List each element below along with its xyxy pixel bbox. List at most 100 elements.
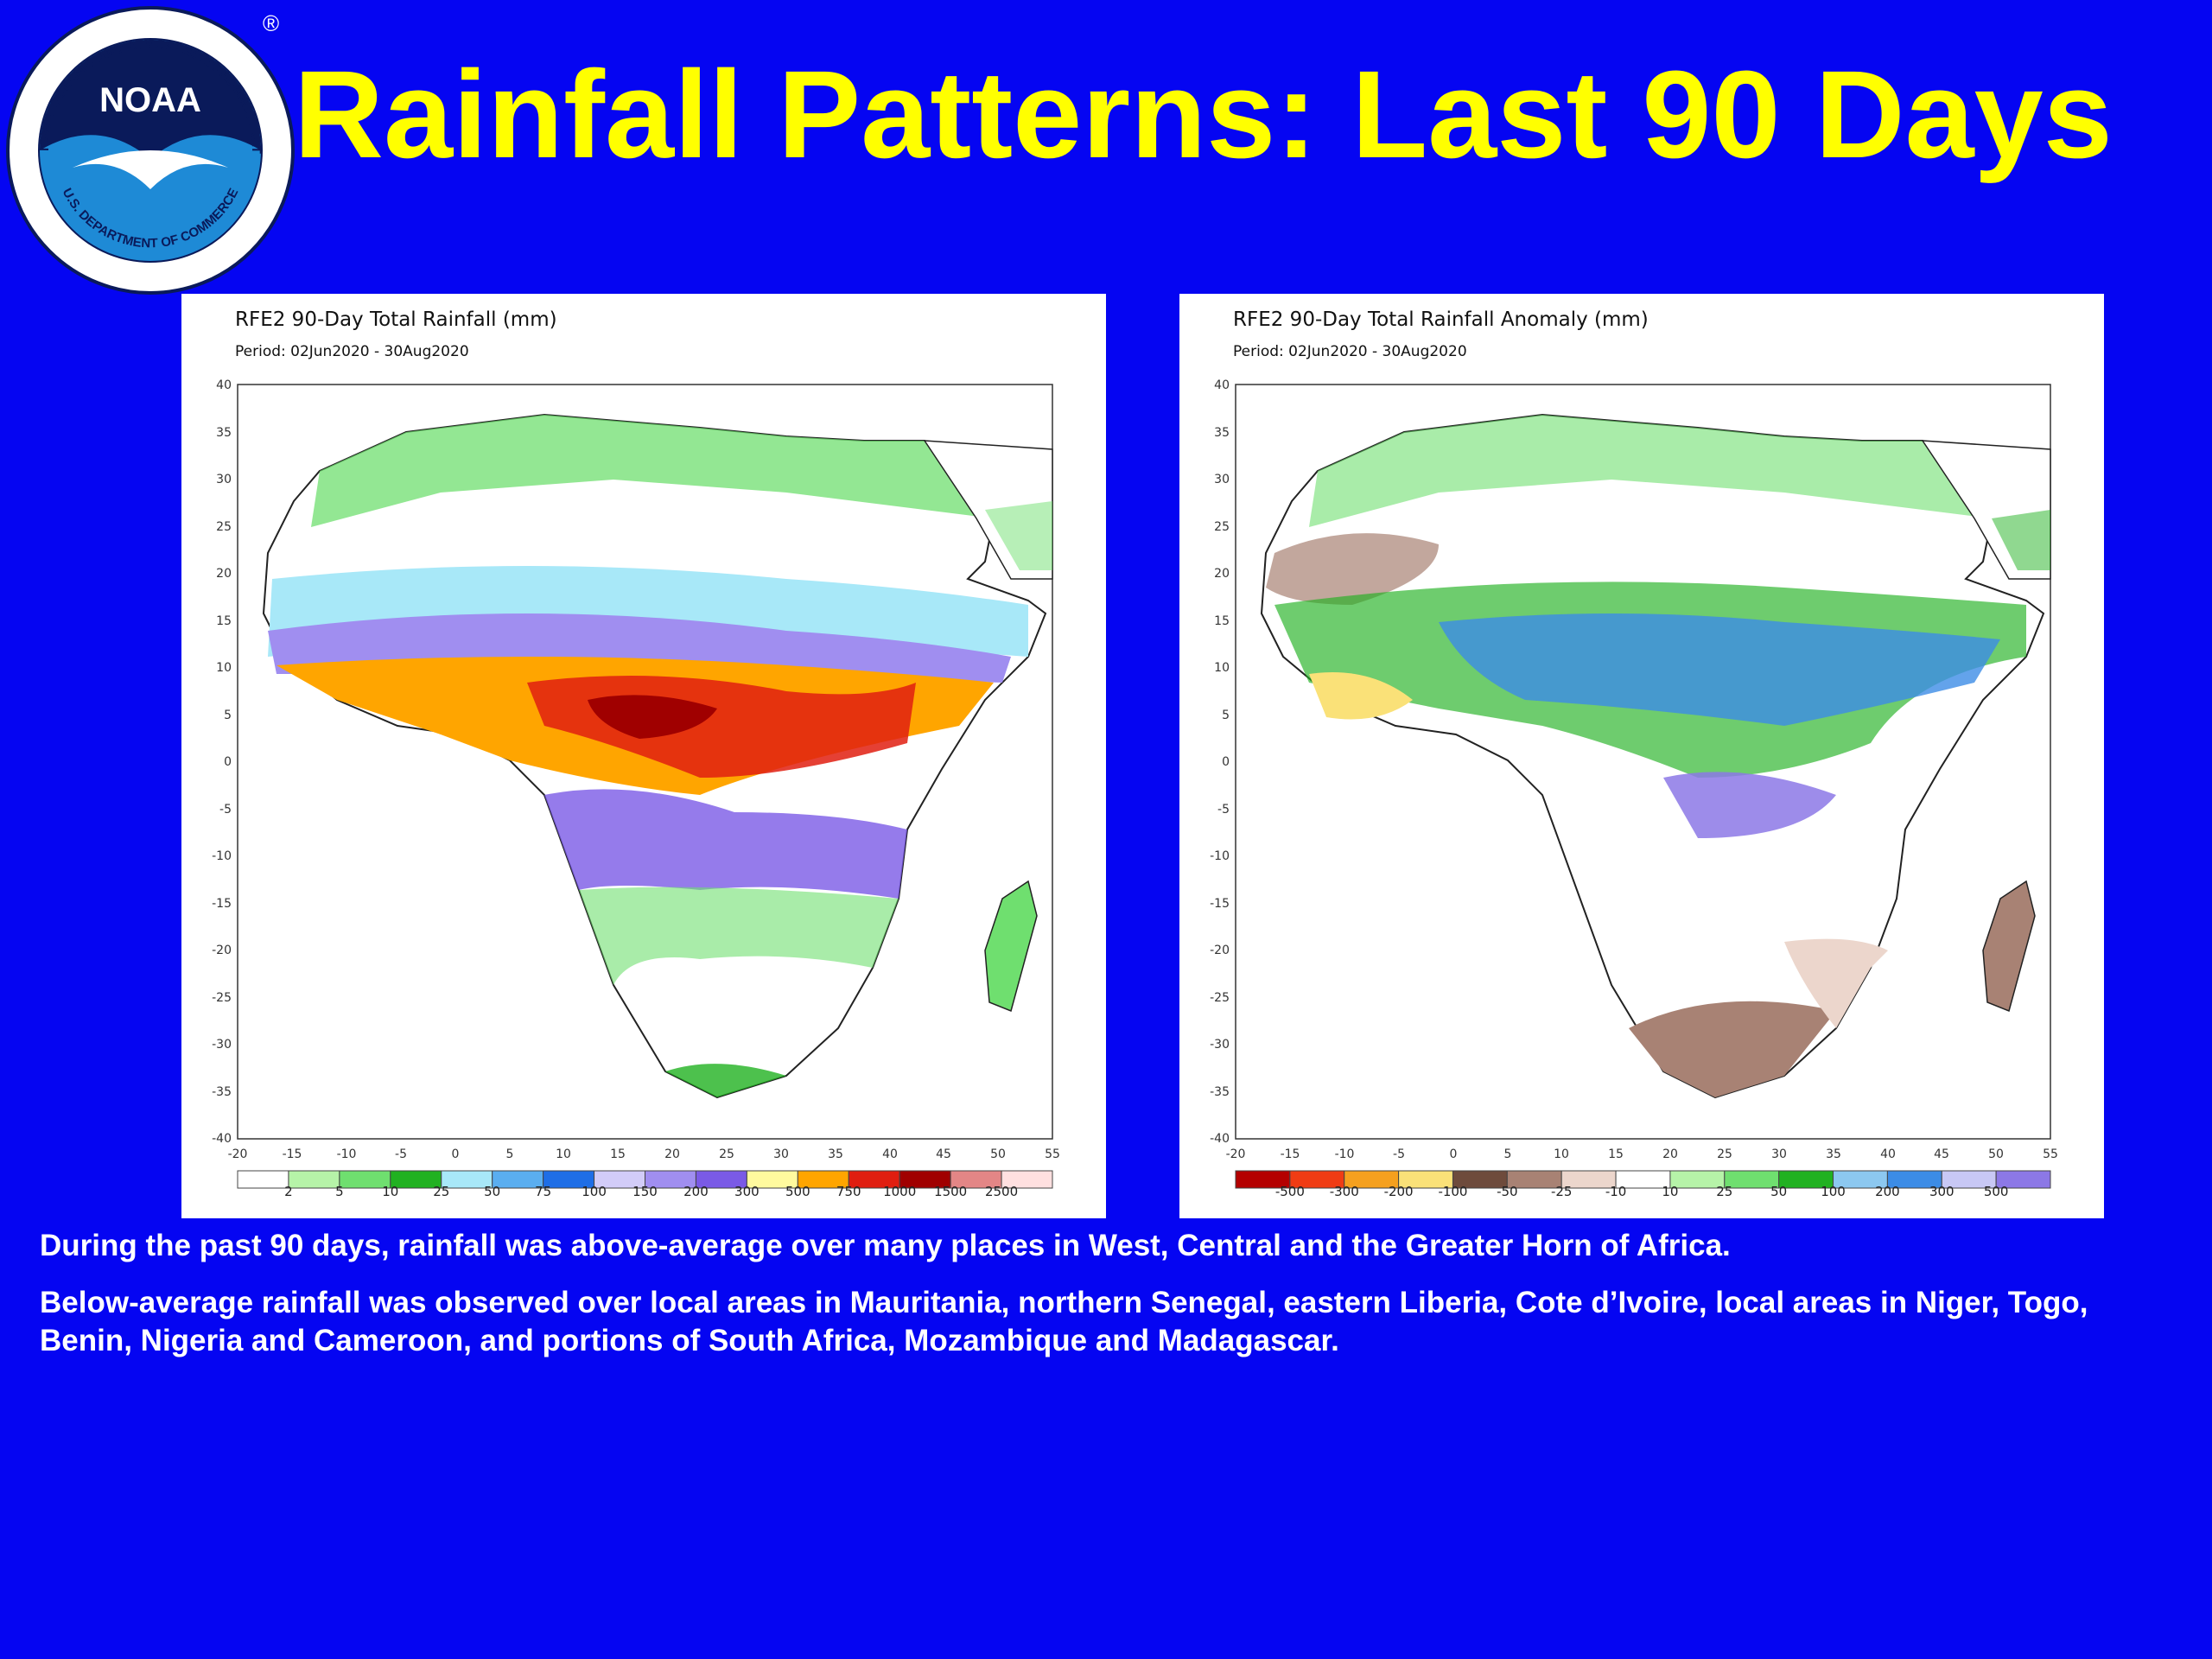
lat-tick: 25 (216, 520, 232, 534)
lat-tick: -40 (1210, 1132, 1230, 1146)
lon-tick: 20 (1662, 1147, 1678, 1161)
lat-tick: -15 (1210, 897, 1230, 911)
logo-noaa-text: NOAA (99, 81, 201, 119)
lon-tick: -20 (1226, 1147, 1246, 1161)
lon-tick: 35 (828, 1147, 843, 1161)
legend-label: 25 (1716, 1184, 1732, 1199)
legend-label: 1500 (934, 1184, 967, 1199)
lat-tick: -15 (212, 897, 232, 911)
lat-tick: -25 (1210, 991, 1230, 1005)
lat-tick: 5 (1222, 709, 1230, 722)
lat-tick: 15 (216, 614, 232, 628)
lat-tick: 10 (216, 661, 232, 675)
lat-tick: -20 (1210, 944, 1230, 957)
lat-tick: 5 (224, 709, 232, 722)
legend-label: 1000 (883, 1184, 916, 1199)
lon-tick: 50 (990, 1147, 1006, 1161)
legend-label: -100 (1438, 1184, 1467, 1199)
lat-tick: -5 (219, 803, 232, 817)
lat-tick: -40 (212, 1132, 232, 1146)
lat-tick: 15 (1214, 614, 1230, 628)
lat-tick: 20 (1214, 567, 1230, 581)
legend-swatch (1995, 1170, 2051, 1189)
lon-tick: -5 (1393, 1147, 1405, 1161)
lon-tick: 35 (1826, 1147, 1841, 1161)
legend-label: -500 (1275, 1184, 1305, 1199)
lon-tick: 30 (773, 1147, 789, 1161)
lon-tick: -20 (228, 1147, 248, 1161)
rainfall-total-map: RFE2 90-Day Total Rainfall (mm) Period: … (212, 308, 1060, 1199)
map-period: Period: 02Jun2020 - 30Aug2020 (1233, 343, 1467, 360)
lat-tick: -30 (1210, 1038, 1230, 1052)
legend-label: 50 (1770, 1184, 1787, 1199)
legend-label: 300 (1929, 1184, 1955, 1199)
lat-tick: 40 (1214, 378, 1230, 392)
lat-tick: 25 (1214, 520, 1230, 534)
lon-tick: -5 (395, 1147, 407, 1161)
lat-tick: 30 (1214, 473, 1230, 486)
lat-tick: -20 (212, 944, 232, 957)
map-period: Period: 02Jun2020 - 30Aug2020 (235, 343, 469, 360)
lat-tick: 20 (216, 567, 232, 581)
color-legend: 2 5 10 25 50 75 100 150 200 300 500 750 1000 1500 2500 (237, 1170, 1053, 1199)
lon-tick: 15 (1608, 1147, 1624, 1161)
legend-label: 200 (683, 1184, 709, 1199)
lon-tick: 15 (610, 1147, 626, 1161)
legend-label: 750 (836, 1184, 861, 1199)
lat-tick: -5 (1217, 803, 1230, 817)
map-title: RFE2 90-Day Total Rainfall (mm) (235, 308, 557, 331)
lon-tick: 40 (1880, 1147, 1896, 1161)
lon-tick: -10 (1335, 1147, 1355, 1161)
legend-label: -200 (1384, 1184, 1414, 1199)
legend-label: 300 (734, 1184, 760, 1199)
legend-label: 75 (535, 1184, 551, 1199)
lon-tick: 5 (1504, 1147, 1512, 1161)
slide-title: Rainfall Patterns: Last 90 Days (294, 45, 2113, 184)
legend-swatch (1001, 1170, 1053, 1189)
lat-tick: 30 (216, 473, 232, 486)
rainfall-anomaly-map: RFE2 90-Day Total Rainfall Anomaly (mm) … (1210, 308, 2058, 1199)
legend-label: 500 (785, 1184, 810, 1199)
lon-tick: 10 (1554, 1147, 1569, 1161)
legend-swatch (237, 1170, 289, 1189)
legend-label: 100 (582, 1184, 607, 1199)
lon-tick: 45 (936, 1147, 951, 1161)
legend-label: 2500 (985, 1184, 1018, 1199)
lon-tick: 20 (664, 1147, 680, 1161)
lat-tick: -25 (212, 991, 232, 1005)
legend-label: 50 (484, 1184, 500, 1199)
lon-tick: -15 (283, 1147, 302, 1161)
noaa-logo: NOAA NATIONAL OCEANIC AND ATMOSPHERIC AD… (3, 3, 295, 295)
lon-tick: -10 (337, 1147, 357, 1161)
caption-paragraph-2: Below-average rainfall was observed over… (40, 1286, 2088, 1357)
color-legend: -500 -300 -200 -100 -50 -25 -10 10 25 50 100 200 300… (1235, 1170, 2051, 1199)
legend-label: 25 (433, 1184, 449, 1199)
legend-label: -50 (1497, 1184, 1518, 1199)
legend-label: -25 (1551, 1184, 1573, 1199)
legend-label: 2 (284, 1184, 293, 1199)
lat-tick: 40 (216, 378, 232, 392)
legend-label: 10 (382, 1184, 398, 1199)
legend-label: -10 (1605, 1184, 1627, 1199)
lon-tick: 25 (719, 1147, 734, 1161)
legend-label: 100 (1821, 1184, 1846, 1199)
legend-label: -300 (1330, 1184, 1359, 1199)
lon-tick: 5 (506, 1147, 514, 1161)
lat-tick: -35 (212, 1085, 232, 1099)
legend-label: 200 (1875, 1184, 1900, 1199)
registered-mark: ® (263, 10, 279, 36)
caption-paragraph-1: During the past 90 days, rainfall was ab… (40, 1229, 1731, 1262)
lon-tick: 50 (1988, 1147, 2004, 1161)
map-title: RFE2 90-Day Total Rainfall Anomaly (mm) (1233, 308, 1649, 331)
lat-tick: -35 (1210, 1085, 1230, 1099)
legend-label: 500 (1984, 1184, 2009, 1199)
lat-tick: 10 (1214, 661, 1230, 675)
lat-tick: -30 (212, 1038, 232, 1052)
lat-tick: 35 (1214, 426, 1230, 440)
legend-swatch (288, 1170, 340, 1189)
lon-tick: 45 (1934, 1147, 1949, 1161)
lon-tick: 10 (556, 1147, 571, 1161)
lon-tick: 55 (2043, 1147, 2058, 1161)
lon-tick: 0 (1450, 1147, 1458, 1161)
lon-tick: 40 (882, 1147, 898, 1161)
